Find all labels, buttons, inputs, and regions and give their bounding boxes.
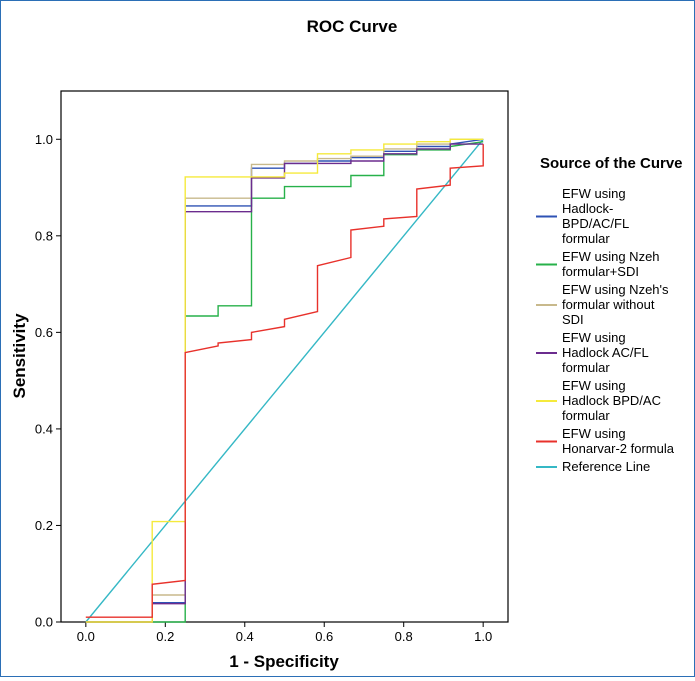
plot-area xyxy=(60,90,509,623)
legend-title: Source of the Curve xyxy=(540,155,683,172)
legend-label: Reference Line xyxy=(562,459,650,474)
legend-label: Hadlock BPD/AC xyxy=(562,393,661,408)
legend-label: EFW using xyxy=(562,378,626,393)
axes: 0.0 0.2 0.4 0.6 0.8 1.0 0.0 0.2 0.4 0.6 0.8 1.0 xyxy=(35,132,492,644)
legend-label: Hadlock AC/FL xyxy=(562,345,649,360)
legend-label: Hadlock- xyxy=(562,201,613,216)
x-tick-label: 0.4 xyxy=(236,629,254,644)
legend-label: formular+SDI xyxy=(562,264,639,279)
legend-label: formular xyxy=(562,408,610,423)
legend-label: EFW using xyxy=(562,426,626,441)
x-tick-label: 0.8 xyxy=(395,629,413,644)
legend-label: BPD/AC/FL xyxy=(562,216,629,231)
legend: Source of the Curve EFW usingHadlock-BPD… xyxy=(536,155,683,474)
x-tick-label: 0.0 xyxy=(77,629,95,644)
y-tick-label: 0.0 xyxy=(35,615,53,630)
legend-label: EFW using xyxy=(562,186,626,201)
series-line-5 xyxy=(85,144,484,618)
x-tick-label: 1.0 xyxy=(474,629,492,644)
y-tick-label: 1.0 xyxy=(35,132,53,147)
legend-label: EFW using xyxy=(562,330,626,345)
series-lines xyxy=(85,138,484,623)
chart-title: ROC Curve xyxy=(307,17,398,36)
x-tick-label: 0.6 xyxy=(315,629,333,644)
legend-label: EFW using Nzeh xyxy=(562,249,660,264)
series-line-1 xyxy=(85,141,484,623)
legend-label: SDI xyxy=(562,312,584,327)
y-axis-label: Sensitivity xyxy=(10,313,29,399)
y-tick-label: 0.6 xyxy=(35,325,53,340)
y-tick-label: 0.2 xyxy=(35,518,53,533)
legend-item: Reference Line xyxy=(536,459,650,474)
legend-label: formular xyxy=(562,360,610,375)
legend-label: EFW using Nzeh's xyxy=(562,282,669,297)
y-tick-label: 0.4 xyxy=(35,421,53,436)
legend-label: Honarvar-2 formula xyxy=(562,441,675,456)
x-tick-label: 0.2 xyxy=(156,629,174,644)
legend-label: formular xyxy=(562,231,610,246)
legend-label: formular without xyxy=(562,297,655,312)
y-tick-label: 0.8 xyxy=(35,228,53,243)
x-axis-label: 1 - Specificity xyxy=(229,652,339,671)
